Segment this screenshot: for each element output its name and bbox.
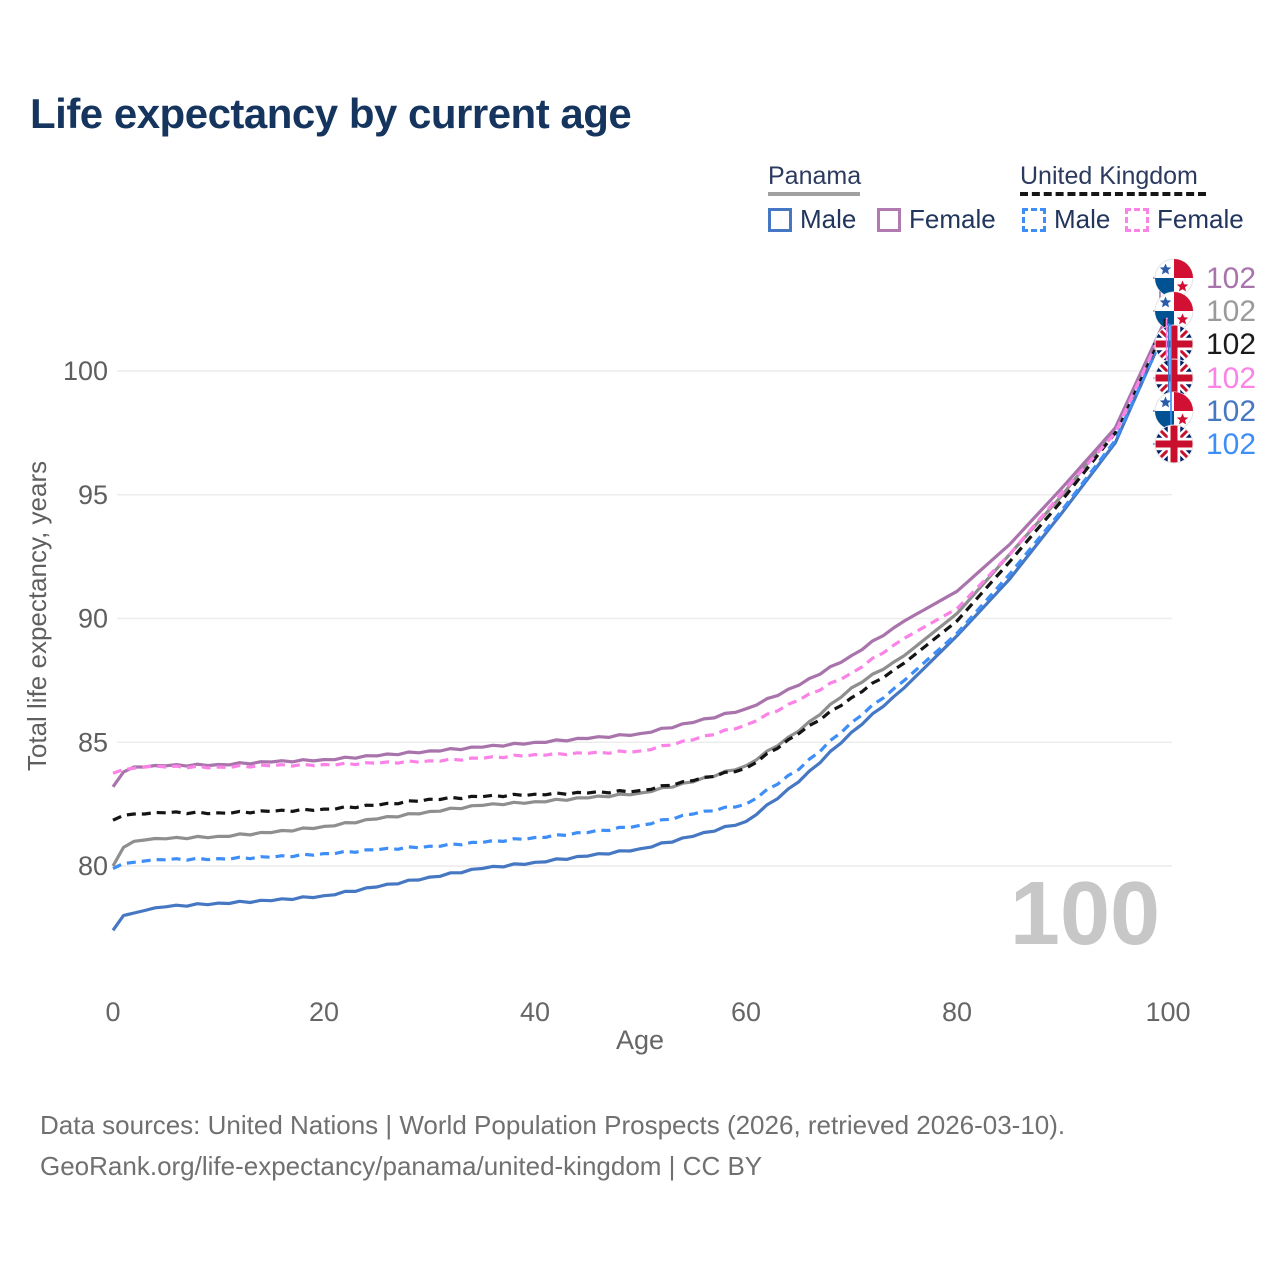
panama-flag-icon	[1154, 291, 1194, 331]
uk-flag-icon	[1154, 324, 1194, 364]
legend-item-panama-female[interactable]: Female	[877, 204, 996, 235]
x-tick-label: 80	[942, 997, 972, 1027]
page-title: Life expectancy by current age	[30, 90, 632, 137]
series-line-panama-male	[111, 323, 1170, 932]
legend-swatch-0-1	[877, 207, 901, 232]
end-label-value-uk-male: 102	[1206, 428, 1256, 461]
x-tick-label: 60	[731, 997, 761, 1027]
data-source-line2: GeoRank.org/life-expectancy/panama/unite…	[40, 1151, 763, 1181]
end-label-value-panama-male: 102	[1206, 395, 1256, 428]
x-tick-label: 100	[1145, 997, 1190, 1027]
legend-item-label: Male	[800, 204, 857, 234]
legend-underline-1	[1020, 192, 1206, 196]
x-tick-label: 0	[105, 997, 120, 1027]
data-source-line1: Data sources: United Nations | World Pop…	[40, 1110, 1066, 1140]
panama-flag-icon	[1154, 258, 1194, 298]
end-label-value-uk-female: 102	[1206, 362, 1256, 395]
uk-flag-icon	[1154, 358, 1194, 398]
y-tick-label: 95	[78, 480, 108, 510]
series-line-panama-female	[111, 313, 1170, 788]
legend-item-panama-male[interactable]: Male	[768, 204, 856, 235]
data-source-note: Data sources: United Nations | World Pop…	[40, 1105, 1065, 1187]
legend-item-label: Male	[1054, 204, 1111, 234]
uk-flag-icon	[1154, 424, 1194, 464]
legend-group-panama[interactable]: Panama	[768, 162, 862, 190]
end-label-value-uk-total: 102	[1206, 328, 1256, 361]
y-axis-title: Total life expectancy, years	[22, 461, 52, 771]
legend-group-united-kingdom[interactable]: United Kingdom	[1020, 162, 1198, 190]
legend-item-uk-male[interactable]: Male	[1022, 204, 1110, 235]
legend-item-label: Female	[1157, 204, 1244, 234]
grid: 80 85 90 95 100 0 20 40 60 80 100 Age Total life exp…	[22, 356, 1191, 1055]
series-line-uk-female	[112, 317, 1170, 775]
series-line-panama-total	[111, 316, 1170, 867]
y-tick-label: 100	[63, 356, 108, 386]
legend-item-label: Female	[909, 204, 996, 234]
legend-item-uk-female[interactable]: Female	[1125, 204, 1244, 235]
end-label-value-panama-total: 102	[1206, 295, 1256, 328]
age-watermark: 100	[1010, 864, 1160, 964]
panama-flag-icon	[1154, 391, 1194, 431]
legend-underline-0	[768, 192, 860, 196]
legend-swatch-1-1	[1125, 207, 1149, 232]
y-tick-label: 90	[78, 604, 108, 634]
y-tick-label: 85	[78, 727, 108, 757]
x-tick-label: 20	[309, 997, 339, 1027]
end-label-value-panama-female: 102	[1206, 262, 1256, 295]
x-axis-title: Age	[616, 1025, 664, 1055]
series-line-uk-male	[112, 324, 1170, 870]
series-line-uk-total	[112, 318, 1170, 822]
legend-swatch-1-0	[1022, 207, 1046, 232]
y-tick-label: 80	[78, 851, 108, 881]
legend-swatch-0-0	[768, 207, 792, 232]
x-tick-label: 40	[520, 997, 550, 1027]
